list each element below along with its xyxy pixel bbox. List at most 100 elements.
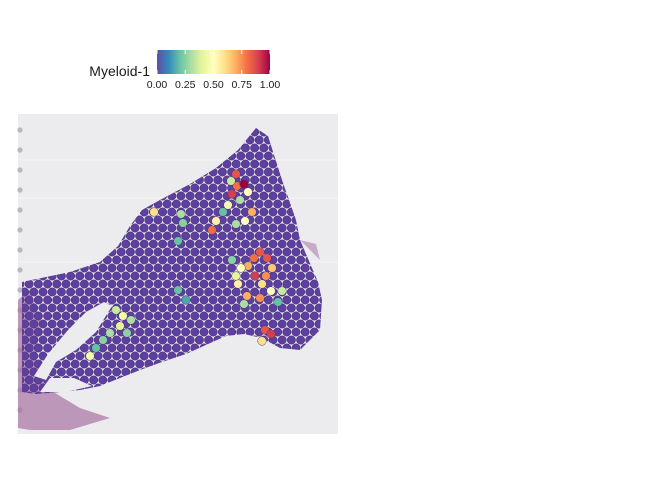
spot	[148, 287, 158, 297]
data-spot	[85, 351, 95, 361]
spot	[217, 327, 227, 337]
spot	[254, 135, 264, 145]
edge-dot	[17, 187, 23, 193]
spot	[263, 311, 273, 321]
spot	[148, 255, 158, 265]
spot	[70, 311, 80, 321]
spot	[139, 271, 149, 281]
spot	[61, 279, 71, 289]
spot	[286, 319, 296, 329]
spot	[43, 311, 53, 321]
spot	[181, 199, 191, 209]
spot	[70, 279, 80, 289]
spot	[167, 255, 177, 265]
spot	[217, 263, 227, 273]
spot	[240, 319, 250, 329]
spot	[208, 199, 218, 209]
spot	[38, 287, 48, 297]
spot	[194, 239, 204, 249]
spot	[217, 247, 227, 257]
spot	[22, 287, 30, 297]
spot	[259, 239, 269, 249]
spot	[286, 255, 296, 265]
spot	[38, 303, 48, 313]
spot	[148, 239, 158, 249]
spot	[135, 343, 145, 353]
spot	[254, 215, 264, 225]
spot	[250, 319, 260, 329]
spot	[93, 351, 103, 361]
spot	[259, 175, 269, 185]
spot	[259, 207, 269, 217]
spot	[135, 327, 145, 337]
spot	[22, 351, 30, 361]
spot	[231, 303, 241, 313]
data-spot	[257, 279, 267, 289]
spot	[148, 351, 158, 361]
data-spot	[243, 187, 253, 197]
data-spot	[105, 328, 115, 338]
spot	[273, 279, 283, 289]
edge-dot	[17, 247, 23, 253]
spot	[171, 327, 181, 337]
spot	[208, 295, 218, 305]
spot	[213, 255, 223, 265]
spot	[217, 167, 227, 177]
spot	[171, 311, 181, 321]
spot	[282, 231, 292, 241]
spot	[22, 343, 25, 353]
spot	[167, 335, 177, 345]
spot	[148, 223, 158, 233]
spot	[254, 263, 264, 273]
spot	[181, 327, 191, 337]
spot	[181, 343, 191, 353]
data-spot	[239, 299, 249, 309]
spot	[185, 319, 195, 329]
spot	[305, 319, 315, 329]
spot	[61, 359, 71, 369]
spot	[121, 303, 131, 313]
spot	[236, 247, 246, 257]
data-spot	[266, 286, 276, 296]
spot	[185, 223, 195, 233]
spot	[79, 295, 89, 305]
spot	[116, 359, 126, 369]
spot	[22, 311, 25, 321]
spot	[125, 247, 135, 257]
spot	[29, 383, 39, 393]
data-spot	[262, 253, 272, 263]
spot	[176, 271, 186, 281]
spot	[291, 247, 301, 257]
spot	[75, 351, 85, 361]
spot	[102, 255, 112, 265]
edge-dot	[17, 127, 23, 133]
data-spot	[98, 335, 108, 345]
spot	[153, 295, 163, 305]
spot	[300, 263, 310, 273]
spot	[135, 359, 145, 369]
data-spot	[178, 218, 188, 228]
spot	[135, 263, 145, 273]
spot	[176, 191, 186, 201]
spot	[70, 295, 80, 305]
spot	[153, 263, 163, 273]
spot	[305, 303, 315, 313]
data-spot	[227, 189, 237, 199]
spot	[227, 247, 237, 257]
spot	[33, 279, 43, 289]
spot	[250, 223, 260, 233]
spot	[107, 295, 117, 305]
spot	[158, 207, 168, 217]
spot	[213, 239, 223, 249]
spot	[139, 287, 149, 297]
data-spot	[149, 207, 159, 217]
spot	[199, 295, 209, 305]
spot	[66, 303, 76, 313]
spot	[277, 207, 287, 217]
spot	[139, 351, 149, 361]
spot	[24, 343, 34, 353]
data-spot	[261, 271, 271, 281]
spot	[227, 295, 237, 305]
data-spot	[231, 271, 241, 281]
spot	[47, 303, 57, 313]
